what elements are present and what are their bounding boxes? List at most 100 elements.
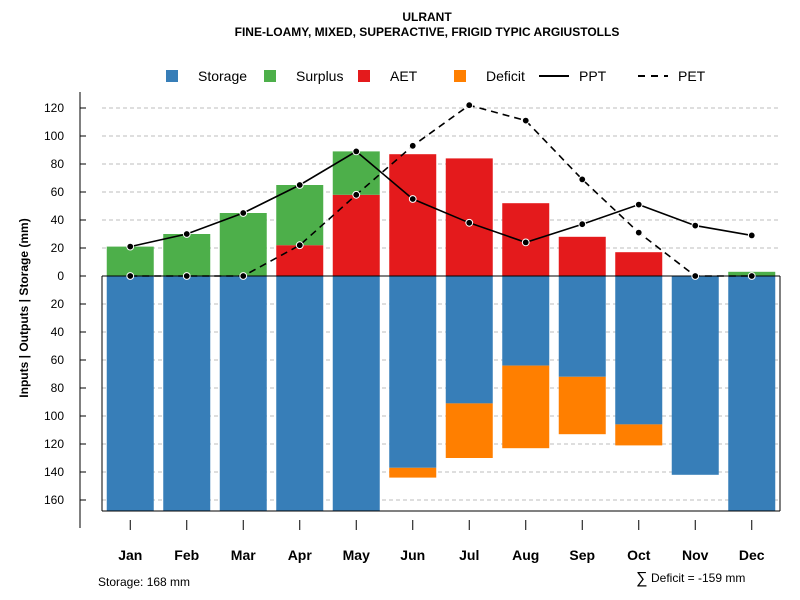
ppt-point [691,221,700,230]
pet-point [634,228,643,237]
aet-bar [276,245,324,276]
legend-label-ppt: PPT [579,68,607,84]
deficit-bar [389,467,437,478]
y-tick-label: 40 [51,213,65,227]
pet-point [182,272,191,280]
deficit-note: Deficit = -159 mm [651,571,745,585]
surplus-bar [332,151,380,195]
ppt-line [130,150,752,248]
pet-point [691,272,700,280]
legend-swatch-aet [358,70,370,82]
y-tick-label: 80 [51,157,65,171]
x-tick-label: Sep [569,547,595,563]
aet-bar [332,194,380,276]
ppt-point [408,195,417,203]
pet-point [465,101,474,110]
ppt-point [634,200,643,209]
pet-point [578,175,587,184]
chart-title: ULRANT [402,10,452,24]
legend-label-storage: Storage [198,68,247,84]
legend-label-deficit: Deficit [486,68,525,84]
chart-subtitle: FINE-LOAMY, MIXED, SUPERACTIVE, FRIGID T… [235,25,620,39]
surplus-bar [106,246,154,276]
x-tick-label: May [343,547,370,563]
x-tick-label: Jun [400,547,425,563]
storage-bar [276,276,324,511]
aet-bar [615,252,663,276]
y-axis-title: Inputs | Outputs | Storage (mm) [17,218,31,397]
pet-point [352,190,361,199]
legend-label-surplus: Surplus [296,68,343,84]
bars [106,151,776,511]
ppt-point [747,231,756,240]
storage-bar [502,276,550,366]
aet-bar [389,154,437,276]
pet-point [295,241,304,250]
storage-bar [163,276,211,511]
x-tick-label: Dec [739,547,765,563]
y-tick-label: 160 [44,493,64,507]
deficit-bar [558,376,606,435]
storage-bar [728,276,776,511]
surplus-bar [276,185,324,246]
ppt-point [521,238,530,247]
pet-point [126,272,135,280]
storage-note: Storage: 168 mm [98,575,190,589]
legend: Storage Surplus AET Deficit PPT PET [166,68,706,84]
y-tick-label: 140 [44,465,64,479]
storage-bar [106,276,154,511]
surplus-bar [163,234,211,276]
storage-bar [332,276,380,511]
deficit-bar [445,403,493,458]
deficit-bar [615,424,663,446]
legend-label-pet: PET [678,68,706,84]
pet-point [408,141,417,150]
axes: 120 100 80 60 40 20 0 20 40 60 80 100 120 140 160 Jan Fe… [44,92,781,563]
y-tick-label: 20 [51,297,65,311]
y-tick-label: 120 [44,101,64,115]
storage-bar [615,276,663,425]
y-tick-label: 60 [51,185,65,199]
storage-bar [671,276,719,475]
y-tick-label: 80 [51,381,65,395]
legend-label-aet: AET [390,68,418,84]
series-lines [126,101,756,280]
surplus-bar [219,213,267,276]
pet-point [239,272,248,280]
ppt-point [295,181,304,189]
x-tick-label: Oct [627,547,651,563]
x-tick-label: Mar [231,547,256,563]
y-tick-label: 60 [51,353,65,367]
legend-swatch-surplus [264,70,276,82]
ppt-point [578,220,587,229]
x-tick-label: Feb [174,547,199,563]
legend-swatch-storage [166,70,178,82]
ppt-point [352,147,361,156]
pet-line [130,104,752,277]
y-tick-label: 0 [57,269,64,283]
pet-point [521,116,530,125]
x-tick-label: Jul [459,547,479,563]
aet-bar [445,158,493,276]
y-tick-label: 100 [44,409,64,423]
storage-bar [445,276,493,404]
y-tick-label: 20 [51,241,65,255]
storage-bar [219,276,267,511]
y-tick-label: 100 [44,129,64,143]
x-tick-label: Apr [288,547,313,563]
ppt-point [126,242,135,251]
storage-bar [389,276,437,468]
x-tick-label: Jan [118,547,142,563]
ppt-point [182,230,191,238]
ppt-point [239,209,248,217]
deficit-bar [502,365,550,449]
sum-symbol: ∑ [636,570,647,587]
grid-lines [102,107,780,501]
storage-bar [558,276,606,377]
aet-bar [558,236,606,276]
y-tick-label: 120 [44,437,64,451]
pet-point [747,272,756,280]
legend-swatch-deficit [454,70,466,82]
x-tick-label: Aug [512,547,539,563]
